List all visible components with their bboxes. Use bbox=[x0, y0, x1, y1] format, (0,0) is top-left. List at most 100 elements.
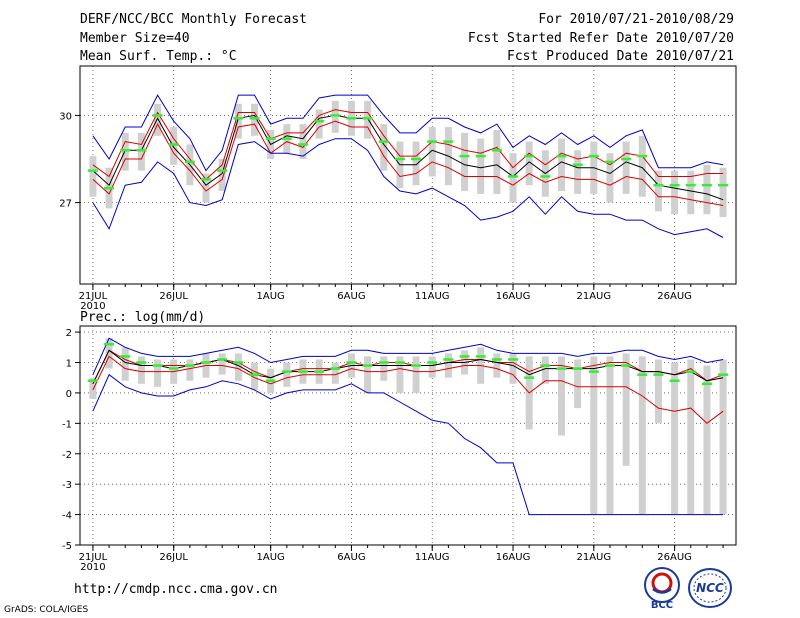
spread-bar bbox=[557, 138, 565, 191]
spread-bar bbox=[606, 356, 614, 515]
spread-bar bbox=[412, 356, 420, 393]
member-size: Member Size=40 bbox=[80, 31, 190, 46]
spread-bar bbox=[412, 141, 420, 186]
y-tick-label: -1 bbox=[62, 419, 72, 430]
y-tick-label: -4 bbox=[62, 511, 72, 522]
spread-bar bbox=[574, 150, 582, 194]
series-lower-line bbox=[92, 355, 724, 424]
x-tick-label: 21JUL bbox=[79, 291, 108, 302]
spread-bar bbox=[105, 338, 113, 369]
spread-bar bbox=[331, 100, 339, 133]
spread-bar bbox=[461, 132, 469, 191]
series-mean-line bbox=[92, 349, 724, 385]
series-mean-line bbox=[92, 114, 724, 201]
x-year-label: 2010 bbox=[80, 301, 105, 312]
spread-bar bbox=[202, 173, 210, 203]
spread-bar bbox=[299, 124, 307, 160]
bcc-logo-text: BCC bbox=[651, 600, 673, 610]
spread-bar bbox=[541, 356, 549, 384]
spread-bar bbox=[509, 153, 517, 203]
series-min-line bbox=[92, 373, 724, 516]
variable-label: Mean Surf. Temp.: °C bbox=[80, 49, 237, 64]
x-tick-label: 21JUL bbox=[79, 552, 108, 563]
spread-bar bbox=[590, 356, 598, 515]
spread-bar bbox=[137, 132, 145, 171]
x-tick-label: 26AUG bbox=[657, 552, 692, 563]
plot-frame bbox=[79, 325, 737, 546]
spread-bar bbox=[364, 356, 372, 393]
spread-bar bbox=[493, 353, 501, 378]
y-tick-label: 1 bbox=[66, 359, 72, 370]
spread-bar bbox=[654, 170, 662, 212]
spread-bar bbox=[557, 356, 565, 436]
spread-bar bbox=[380, 124, 388, 171]
x-tick-label: 16AUG bbox=[496, 291, 531, 302]
x-tick-label: 6AUG bbox=[337, 552, 365, 563]
spread-bar bbox=[234, 353, 242, 381]
spread-bar bbox=[364, 100, 372, 139]
spread-bar bbox=[137, 356, 145, 384]
x-tick-label: 21AUG bbox=[576, 291, 611, 302]
spread-bar bbox=[170, 127, 178, 165]
series-max-line bbox=[92, 94, 724, 172]
spread-bar bbox=[703, 164, 711, 215]
spread-bar bbox=[477, 138, 485, 194]
spread-bar bbox=[218, 159, 226, 191]
x-tick-label: 21AUG bbox=[576, 552, 611, 563]
spread-bar bbox=[671, 170, 679, 215]
series-lower-line bbox=[92, 120, 724, 206]
bcc-logo: BCC bbox=[644, 567, 680, 610]
y-tick-label: 0 bbox=[66, 389, 72, 400]
spread-bar bbox=[380, 356, 388, 381]
spread-bar bbox=[622, 353, 630, 466]
spread-bar bbox=[89, 156, 97, 197]
x-year-label: 2010 bbox=[80, 562, 105, 573]
spread-bar bbox=[493, 129, 501, 194]
x-tick-label: 16AUG bbox=[496, 552, 531, 563]
spread-bar bbox=[218, 353, 226, 375]
series-max-line bbox=[92, 337, 724, 375]
y-tick-label: -2 bbox=[62, 450, 72, 461]
spread-bar bbox=[154, 103, 162, 136]
y-tick-label: -3 bbox=[62, 480, 72, 491]
grads-credit: GrADS: COLA/IGES bbox=[4, 605, 89, 615]
spread-bar bbox=[638, 135, 646, 197]
spread-bar bbox=[687, 359, 695, 515]
spread-bar bbox=[444, 353, 452, 378]
panel-precipitation: 2 1 0 -1 -2 -3 -4 -5 21JUL 26JUL 1AUG 6AUG 11AUG 16AU… bbox=[62, 310, 737, 573]
spread-bar bbox=[315, 109, 323, 139]
spread-bar bbox=[574, 359, 582, 409]
spread-bar bbox=[703, 365, 711, 515]
spread-bar bbox=[283, 362, 291, 387]
y-tick-label: 30 bbox=[59, 111, 72, 122]
fcst-started-date: Fcst Started Refer Date 2010/07/20 bbox=[467, 31, 734, 46]
spread-bar bbox=[622, 141, 630, 194]
spread-bar bbox=[234, 103, 242, 139]
y-tick-label: 27 bbox=[59, 199, 72, 210]
spread-bar bbox=[719, 359, 727, 515]
x-tick-label: 26JUL bbox=[159, 291, 188, 302]
spread-bar bbox=[687, 170, 695, 215]
source-url[interactable]: http://cmdp.ncc.cma.gov.cn bbox=[74, 582, 278, 597]
spread-bar bbox=[428, 356, 436, 378]
spread-bar bbox=[89, 377, 97, 399]
spread-bar bbox=[654, 359, 662, 424]
ncc-logo-text: NCC bbox=[696, 581, 724, 595]
spread-bar bbox=[251, 362, 259, 390]
ncc-logo: NCC bbox=[688, 568, 732, 608]
spread-bar bbox=[121, 347, 129, 381]
fcst-produced-date: Fcst Produced Date 2010/07/21 bbox=[507, 49, 734, 64]
y-tick-label: -5 bbox=[62, 541, 72, 552]
spread-bar bbox=[671, 362, 679, 515]
spread-bar bbox=[525, 141, 533, 186]
spread-bar bbox=[606, 153, 614, 203]
forecast-period: For 2010/07/21-2010/08/29 bbox=[538, 12, 734, 27]
chart-title: DERF/NCC/BCC Monthly Forecast bbox=[80, 12, 307, 27]
spread-bar bbox=[638, 356, 646, 515]
x-tick-label: 1AUG bbox=[257, 291, 285, 302]
x-tick-label: 11AUG bbox=[415, 291, 450, 302]
plot-frame bbox=[79, 65, 737, 285]
x-tick-label: 1AUG bbox=[257, 552, 285, 563]
spread-bar bbox=[154, 359, 162, 387]
